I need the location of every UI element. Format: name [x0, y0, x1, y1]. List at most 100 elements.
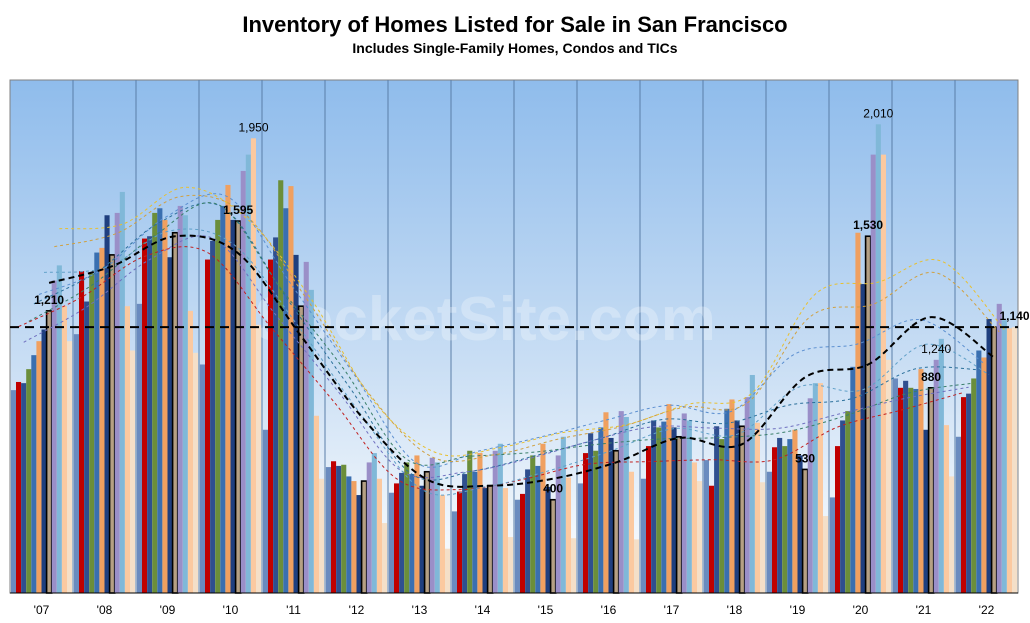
- bar: [388, 492, 394, 593]
- x-tick-label: '16: [601, 603, 617, 617]
- data-label: 530: [795, 451, 815, 465]
- bar: [577, 483, 583, 593]
- bar: [782, 446, 788, 593]
- bar: [331, 461, 337, 593]
- bar: [99, 247, 105, 593]
- bar-highlight: [927, 386, 935, 594]
- bar: [434, 462, 440, 593]
- data-label: 2,010: [863, 106, 893, 120]
- bar: [278, 180, 284, 593]
- x-tick-label: '18: [727, 603, 743, 617]
- bar: [124, 306, 130, 593]
- bar: [943, 425, 949, 593]
- bar: [162, 219, 168, 593]
- data-label: 1,595: [223, 203, 253, 217]
- bar: [429, 457, 435, 593]
- bar: [913, 388, 919, 593]
- bar: [351, 481, 357, 593]
- data-label: 400: [543, 482, 563, 496]
- bar: [508, 537, 514, 593]
- bar: [908, 387, 914, 593]
- bar: [419, 485, 425, 593]
- bar: [336, 465, 342, 593]
- bar: [850, 366, 856, 593]
- bar: [886, 359, 892, 593]
- bar: [182, 215, 188, 593]
- bar: [366, 462, 372, 593]
- x-tick-label: '22: [979, 603, 995, 617]
- bar: [56, 265, 62, 593]
- bar: [583, 453, 589, 593]
- bar: [445, 548, 451, 593]
- trend-line: [23, 235, 969, 479]
- bar: [288, 186, 294, 593]
- bar: [520, 493, 526, 593]
- bar: [593, 450, 599, 593]
- bar: [273, 237, 279, 593]
- bar: [777, 437, 783, 593]
- bar-highlight: [45, 310, 53, 594]
- trend-lines: [18, 186, 1005, 496]
- bar: [709, 485, 715, 593]
- bar: [628, 471, 634, 593]
- bar: [860, 284, 866, 593]
- bar: [36, 341, 42, 593]
- bar: [535, 465, 541, 593]
- bar-highlight: [864, 235, 872, 594]
- bar: [114, 212, 120, 593]
- bar: [84, 301, 90, 593]
- trend-line: [33, 202, 979, 481]
- bar: [892, 378, 898, 593]
- bar: [1001, 320, 1007, 593]
- bar: [697, 481, 703, 593]
- bar: [1006, 328, 1012, 593]
- bar: [671, 427, 677, 593]
- bar: [61, 306, 67, 593]
- bar: [766, 471, 772, 593]
- bar-highlight: [360, 480, 368, 594]
- bar: [477, 453, 483, 593]
- bar: [651, 420, 657, 593]
- bar: [457, 491, 463, 593]
- bar: [565, 477, 571, 593]
- bar: [79, 271, 85, 593]
- bar: [142, 238, 148, 593]
- bar: [812, 383, 818, 593]
- bar: [21, 383, 27, 593]
- bar: [749, 374, 755, 593]
- year-separators: [72, 80, 956, 593]
- trend-line: [43, 228, 990, 496]
- bar: [760, 482, 766, 593]
- bar: [530, 455, 536, 593]
- bar: [256, 324, 262, 593]
- bar: [240, 170, 246, 593]
- bar: [938, 338, 944, 593]
- bar: [703, 460, 709, 593]
- bar-group: [10, 124, 1018, 594]
- bar: [262, 429, 268, 593]
- bar: [147, 236, 153, 594]
- bar: [646, 446, 652, 593]
- bar: [656, 427, 662, 593]
- bar: [955, 436, 961, 593]
- data-label: 1,240: [921, 342, 951, 356]
- data-label: 880: [921, 370, 941, 384]
- bar: [835, 446, 841, 593]
- bar: [555, 455, 561, 593]
- chart-title: Inventory of Homes Listed for Sale in Sa…: [242, 12, 788, 37]
- bar: [608, 437, 614, 593]
- bar-highlight: [171, 231, 179, 594]
- watermark: SocketSite.com: [254, 285, 716, 354]
- bar: [981, 357, 987, 593]
- bar: [744, 397, 750, 593]
- bar: [193, 352, 199, 593]
- bar: [67, 341, 73, 593]
- bar: [571, 538, 577, 593]
- x-tick-label: '12: [349, 603, 365, 617]
- bar: [976, 350, 982, 593]
- bar-highlight: [297, 305, 305, 594]
- trend-line-highlight: [48, 234, 995, 488]
- bar: [399, 472, 405, 593]
- bar: [588, 433, 594, 593]
- bar: [661, 421, 667, 593]
